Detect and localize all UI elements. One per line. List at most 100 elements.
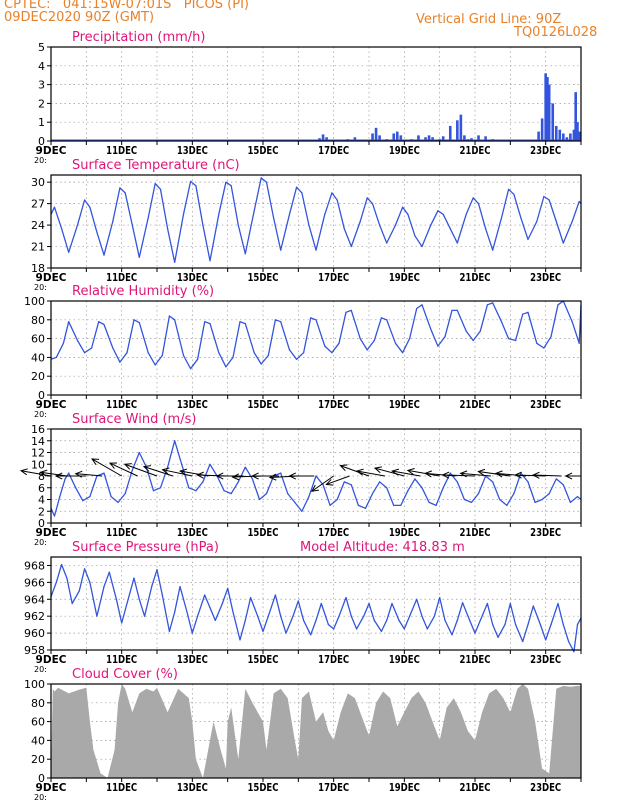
x-tick-label: 17DEC [318, 144, 349, 157]
panel-2: 0 20 40 60 80 100 9DEC 11DEC 13DEC 15DEC 17DEC 19DE… [24, 284, 582, 419]
data-point [527, 311, 529, 313]
x-tick-label: 19DEC [389, 398, 420, 411]
data-point [350, 484, 352, 486]
data-point [477, 493, 480, 495]
data-point [232, 611, 234, 613]
data-point [451, 309, 453, 311]
y-tick-label: 2 [38, 97, 45, 110]
wind-vector [391, 468, 421, 477]
wind-vector-head [91, 458, 100, 465]
data-point [562, 624, 564, 626]
data-point [294, 501, 296, 503]
data-point [244, 323, 246, 325]
data-point [209, 260, 211, 262]
data-point [190, 180, 192, 182]
data-point [363, 615, 365, 617]
data-point [230, 493, 232, 495]
data-point [274, 594, 276, 596]
data-point [188, 487, 190, 489]
header-model-id: TQ0126L028 [514, 25, 598, 40]
data-point [543, 347, 545, 349]
data-point [267, 615, 269, 617]
data-point [509, 602, 511, 605]
y-tick-label: 12 [31, 447, 45, 460]
x-axis-year-stub: 20: [34, 538, 47, 547]
data-point [78, 590, 80, 592]
data-point [230, 185, 232, 187]
series-line-2 [50, 300, 582, 370]
data-point [492, 481, 494, 483]
data-point [218, 213, 220, 215]
data-point [479, 619, 481, 622]
wind-vector-head [108, 462, 118, 469]
data-point [513, 193, 515, 195]
wind-vector [310, 475, 334, 492]
data-point [449, 472, 451, 474]
x-tick-label: 21DEC [460, 398, 491, 411]
data-point [174, 319, 176, 321]
data-point [227, 587, 229, 589]
data-point [336, 498, 338, 501]
precip-bar [576, 122, 579, 141]
x-tick-label: 21DEC [460, 271, 491, 284]
data-point [463, 498, 465, 501]
data-point [91, 347, 93, 349]
data-point [133, 319, 135, 321]
precip-bar [477, 135, 480, 141]
header-grid-note: Vertical Grid Line: 90Z [416, 12, 562, 27]
data-point [536, 342, 538, 344]
data-point [202, 224, 204, 226]
data-point [356, 628, 358, 630]
wind-vector-head [74, 470, 83, 478]
precip-bar [427, 135, 431, 141]
data-point [68, 251, 70, 253]
data-point [437, 345, 439, 347]
wind-vector-head [424, 470, 433, 478]
data-point [55, 581, 57, 584]
data-point [527, 238, 529, 240]
x-axis-year-stub: 20: [34, 793, 47, 800]
data-point [190, 368, 192, 370]
data-point [138, 322, 140, 324]
data-point [414, 478, 416, 480]
x-tick-label: 19DEC [389, 526, 420, 539]
data-point [147, 352, 149, 354]
data-point [409, 615, 411, 617]
data-point [402, 206, 404, 208]
data-point [138, 598, 140, 600]
data-point [96, 615, 98, 617]
wind-vector-shaft [20, 470, 52, 477]
wind-vector-shaft [442, 474, 476, 477]
wind-vector [514, 471, 546, 479]
data-point [232, 356, 234, 358]
wind-vector [531, 471, 562, 479]
data-point [197, 358, 199, 360]
data-point [327, 624, 329, 626]
y-tick-label: 964 [24, 593, 45, 606]
data-point [324, 213, 326, 215]
data-point [421, 487, 423, 489]
wind-vector-shaft [478, 471, 511, 477]
y-tick-label: 0 [38, 135, 45, 148]
data-point [285, 632, 287, 634]
x-tick-label: 15DEC [248, 144, 279, 157]
wind-vector-head [494, 470, 503, 478]
data-point [303, 619, 305, 622]
wind-vector-shaft [91, 458, 122, 477]
data-point [126, 352, 128, 354]
data-point [506, 504, 508, 506]
precip-bar [353, 137, 357, 141]
wind-vector [123, 463, 158, 477]
wind-vector-shaft [311, 475, 334, 492]
x-tick-label: 9DEC [36, 781, 67, 794]
y-tick-label: 962 [24, 610, 45, 623]
y-tick-label: 4 [38, 60, 45, 73]
data-point [265, 493, 268, 495]
data-point [578, 200, 580, 203]
wind-vector-shaft [392, 470, 421, 477]
precip-bar [463, 135, 466, 141]
data-point [76, 339, 79, 342]
data-point [287, 493, 289, 495]
y-tick-label: 1 [38, 116, 45, 129]
